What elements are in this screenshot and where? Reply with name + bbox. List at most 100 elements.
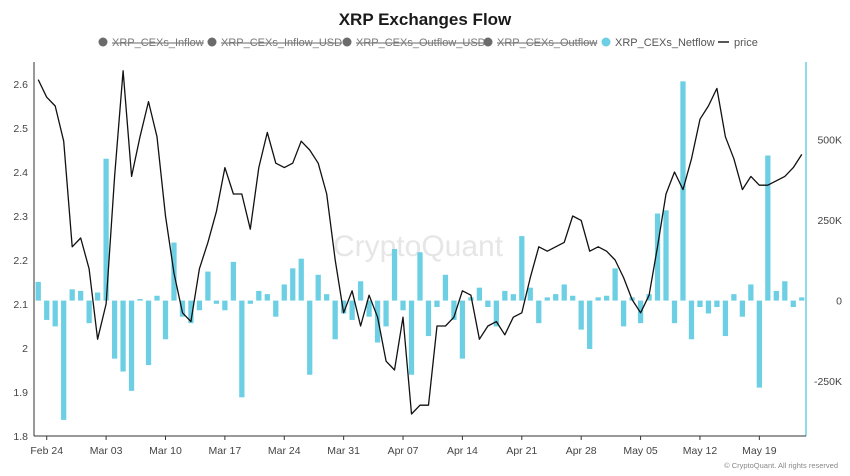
netflow-bar: [705, 300, 712, 314]
netflow-bar: [544, 297, 550, 301]
netflow-bar: [756, 300, 762, 388]
netflow-bar: [680, 81, 686, 301]
y-right-tick-label: 0: [836, 296, 842, 308]
copyright-footer: © CryptoQuant. All rights reserved: [724, 461, 838, 470]
legend-label-xrp_cexs_netflow: XRP_CEXs_Netflow: [615, 37, 715, 49]
netflow-bar: [536, 300, 542, 324]
netflow-bar: [230, 261, 236, 301]
y-right-tick-label: 500K: [817, 134, 842, 146]
y-right-tick-label: -250K: [814, 376, 842, 388]
netflow-bar: [366, 300, 372, 317]
netflow-bar: [790, 300, 796, 308]
netflow-bar: [69, 289, 75, 301]
y-left-tick-label: 1.9: [13, 387, 28, 399]
netflow-bar: [357, 281, 364, 301]
netflow-bar: [587, 300, 593, 349]
netflow-bar: [332, 300, 338, 340]
axes: 1.8 1.9 2 2.1 2.2 2.3 2.4 2.5 2.6 -250K 0 250K 500K F…: [13, 62, 842, 457]
netflow-bar: [782, 281, 788, 301]
netflow-bar: [290, 268, 296, 301]
legend-label-price: price: [734, 37, 758, 49]
netflow-bar: [417, 252, 423, 301]
netflow-bar: [620, 300, 627, 327]
netflow-bar: [120, 300, 126, 372]
netflow-bar: [128, 300, 135, 391]
netflow-bar: [408, 300, 415, 375]
netflow-bar: [78, 290, 84, 301]
netflow-bar: [391, 249, 398, 301]
legend-marker-xrp_cexs_outflow_usd: [342, 37, 352, 47]
netflow-bar: [86, 300, 92, 324]
netflow-bar: [349, 300, 355, 320]
netflow-bar: [52, 300, 58, 327]
netflow-bar: [154, 295, 160, 301]
netflow-bar: [485, 300, 491, 308]
netflow-bar: [510, 294, 516, 301]
netflow-bar: [400, 300, 406, 311]
netflow-bar: [256, 290, 262, 301]
x-tick-label: Apr 28: [566, 445, 597, 457]
netflow-bar: [61, 300, 67, 420]
netflow-bar: [35, 281, 41, 301]
legend-label-xrp_cexs_outflow: XRP_CEXs_Outflow: [497, 37, 597, 49]
x-tick-label: May 05: [623, 445, 658, 457]
netflow-bar: [688, 300, 695, 340]
netflow-bar: [697, 300, 703, 308]
x-tick-label: Apr 21: [506, 445, 537, 457]
netflow-bar: [459, 300, 466, 359]
legend-marker-xrp_cexs_inflow_usd: [207, 37, 217, 47]
netflow-bar: [442, 274, 449, 301]
netflow-bar: [341, 300, 347, 314]
netflow-bar: [561, 284, 567, 301]
netflow-bar: [502, 290, 508, 301]
netflow-bar: [145, 300, 152, 366]
netflow-bar: [307, 300, 313, 375]
netflow-bar: [765, 155, 771, 301]
y-left-tick-label: 2: [22, 343, 28, 355]
netflow-bar: [570, 295, 576, 301]
netflow-bar: [739, 300, 746, 317]
netflow-bar: [196, 300, 203, 311]
netflow-bar: [179, 300, 186, 317]
netflow-bar: [281, 284, 287, 301]
legend-label-xrp_cexs_inflow_usd: XRP_CEXs_Inflow_USD: [221, 37, 342, 49]
netflow-bar: [205, 271, 211, 301]
netflow-bar: [799, 297, 805, 301]
legend-label-xrp_cexs_outflow_usd: XRP_CEXs_Outflow_USD: [356, 37, 486, 49]
price-line-group: [37, 70, 803, 415]
netflow-bar: [111, 300, 118, 359]
netflow-bar: [493, 300, 499, 327]
netflow-bar: [468, 297, 474, 301]
netflow-bar: [247, 300, 253, 304]
netflow-bar: [188, 300, 194, 324]
y-left-tick-label: 2.1: [13, 299, 28, 311]
y-left-tick-label: 2.4: [13, 167, 28, 179]
netflow-bar: [273, 300, 279, 317]
netflow-bar: [425, 300, 432, 337]
netflow-bar: [222, 300, 228, 311]
netflow-bar: [714, 300, 720, 308]
legend-label-xrp_cexs_inflow: XRP_CEXs_Inflow: [112, 37, 204, 49]
netflow-bars: [35, 81, 805, 420]
x-tick-label: Mar 31: [327, 445, 360, 457]
netflow-bar: [103, 158, 109, 301]
netflow-bar: [451, 300, 457, 320]
x-tick-label: Mar 10: [149, 445, 182, 457]
netflow-bar: [773, 290, 779, 301]
netflow-bar: [94, 292, 101, 301]
x-tick-label: May 19: [742, 445, 777, 457]
price-line: [37, 70, 803, 415]
netflow-bar: [646, 294, 652, 301]
netflow-bar: [324, 294, 330, 301]
chart-title: XRP Exchanges Flow: [339, 10, 512, 29]
legend-marker-xrp_cexs_netflow: [601, 37, 611, 47]
x-tick-label: May 12: [683, 445, 718, 457]
netflow-bar: [315, 274, 321, 301]
legend-marker-xrp_cexs_outflow: [483, 37, 493, 47]
x-tick-label: Apr 14: [447, 445, 478, 457]
x-tick-label: Mar 17: [209, 445, 242, 457]
netflow-bar: [553, 294, 559, 301]
netflow-bar: [434, 300, 440, 308]
netflow-bar: [519, 236, 525, 301]
